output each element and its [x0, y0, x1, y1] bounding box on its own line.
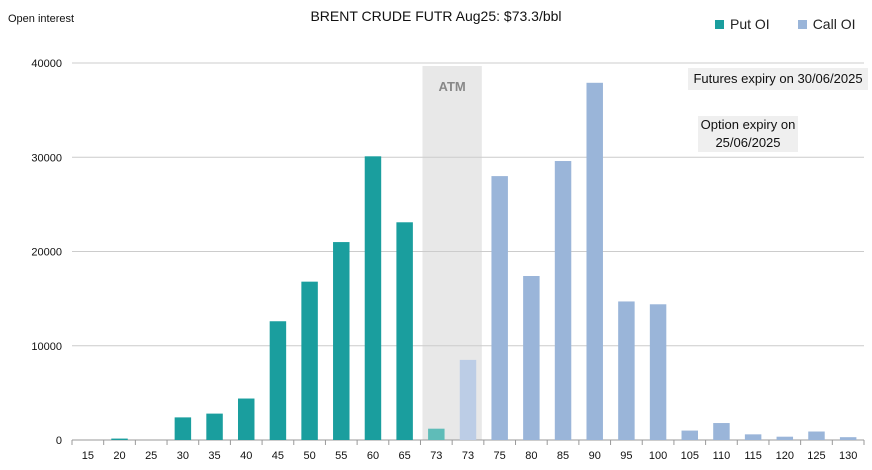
put-bar	[174, 417, 192, 440]
y-tick-label: 40000	[31, 58, 62, 70]
call-bar	[618, 301, 635, 440]
x-tick-label: 35	[208, 450, 220, 462]
put-bar	[428, 428, 445, 440]
legend-swatch-put	[715, 19, 724, 29]
put-bar	[269, 321, 287, 440]
x-tick-label: 125	[807, 450, 825, 462]
x-tick-label: 75	[494, 450, 506, 462]
option-expiry-line1: Option expiry on	[700, 117, 796, 132]
y-tick-label: 0	[56, 435, 62, 447]
call-bar	[491, 176, 508, 440]
put-bar	[238, 398, 255, 440]
call-bar	[554, 161, 572, 440]
x-tick-label: 30	[177, 450, 189, 462]
call-bar	[586, 82, 603, 440]
x-tick-label: 73	[430, 450, 442, 462]
x-tick-label: 50	[303, 450, 315, 462]
put-bar	[396, 222, 413, 440]
legend-item-put: Put OI	[715, 16, 770, 32]
x-tick-label: 105	[681, 450, 699, 462]
put-bar	[364, 156, 382, 440]
x-tick-label: 55	[335, 450, 347, 462]
legend-swatch-call	[797, 19, 807, 29]
atm-label: ATM	[439, 79, 466, 94]
call-bar	[681, 430, 698, 440]
put-bar	[111, 438, 128, 440]
call-bar	[713, 423, 730, 440]
x-tick-label: 95	[620, 450, 632, 462]
option-expiry-note: Option expiry on 25/06/2025	[698, 116, 798, 152]
put-bar	[333, 242, 350, 440]
x-tick-label: 15	[82, 450, 94, 462]
legend-label-put: Put OI	[730, 16, 770, 32]
put-bar	[206, 413, 223, 440]
legend: Put OI Call OI	[715, 16, 855, 32]
x-tick-label: 115	[744, 450, 762, 462]
x-tick-label: 40	[240, 450, 252, 462]
chart-title: BRENT CRUDE FUTR Aug25: $73.3/bbl	[310, 8, 562, 24]
x-tick-label: 120	[776, 450, 794, 462]
call-bar	[744, 434, 762, 440]
x-tick-label: 130	[839, 450, 857, 462]
x-tick-label: 80	[525, 450, 537, 462]
y-tick-label: 20000	[31, 247, 62, 259]
x-tick-label: 100	[649, 450, 667, 462]
x-tick-label: 20	[113, 450, 125, 462]
x-tick-label: 45	[272, 450, 284, 462]
call-bar	[808, 431, 825, 440]
x-tick-label: 90	[589, 450, 601, 462]
x-tick-label: 110	[713, 450, 731, 462]
x-tick-label: 85	[557, 450, 569, 462]
legend-item-call: Call OI	[797, 16, 856, 32]
legend-label-call: Call OI	[812, 16, 856, 32]
x-tick-label: 65	[399, 450, 411, 462]
call-bar	[523, 276, 540, 440]
call-bar	[459, 359, 477, 440]
y-tick-label: 30000	[31, 152, 62, 164]
x-tick-label: 25	[145, 450, 157, 462]
x-tick-label: 73	[462, 450, 474, 462]
call-bar	[649, 304, 667, 440]
option-expiry-line2: 25/06/2025	[715, 135, 781, 150]
put-bar	[301, 281, 318, 440]
x-tick-label: 60	[367, 450, 379, 462]
call-bar	[776, 436, 794, 440]
futures-expiry-note: Futures expiry on 30/06/2025	[688, 68, 868, 90]
y-tick-label: 10000	[31, 341, 62, 353]
y-axis-label: Open interest	[8, 13, 75, 25]
call-bar	[839, 437, 857, 440]
